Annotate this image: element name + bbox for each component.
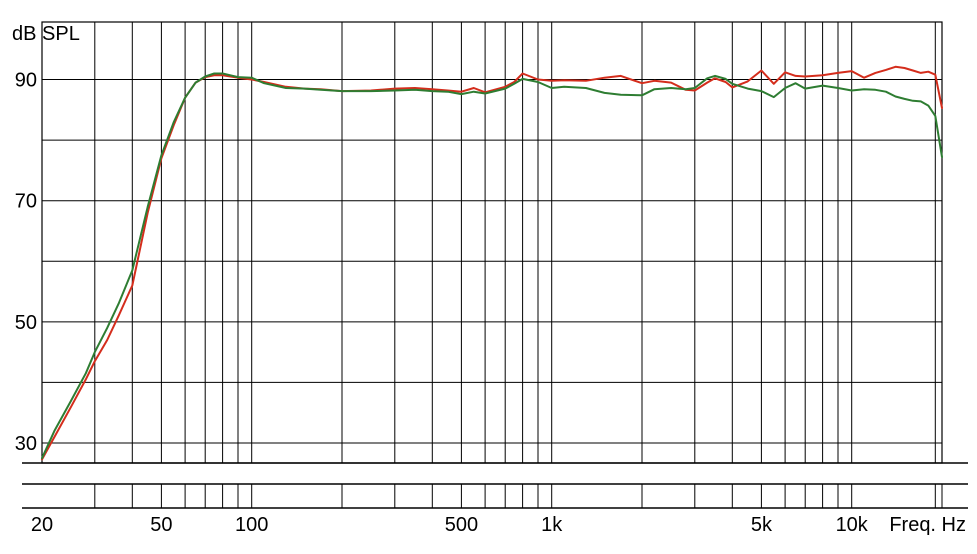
- frequency-scale-strip: [22, 462, 968, 509]
- horizontal-gridlines: [42, 79, 942, 444]
- y-axis-label: dB SPL: [12, 23, 80, 45]
- y-tick-label-90: 90: [15, 70, 37, 92]
- x-tick-label-100: 100: [235, 514, 268, 536]
- x-tick-label-20: 20: [31, 514, 53, 536]
- x-tick-label-500: 500: [445, 514, 478, 536]
- y-tick-labels: 30 50 70 90: [15, 70, 37, 456]
- y-tick-label-50: 50: [15, 312, 37, 334]
- series-line-1: [41, 65, 943, 461]
- x-tick-label-1k: 1k: [541, 514, 563, 536]
- series-line-2: [41, 72, 943, 460]
- x-tick-label-10k: 10k: [836, 514, 869, 536]
- x-tick-label-5k: 5k: [751, 514, 773, 536]
- y-tick-label-70: 70: [15, 191, 37, 213]
- y-tick-label-30: 30: [15, 433, 37, 455]
- x-tick-label-50: 50: [150, 514, 172, 536]
- x-tick-labels: 20 50 100 500 1k 5k 10k: [31, 514, 869, 536]
- series-layer: [41, 65, 943, 461]
- x-axis-label: Freq. Hz: [889, 514, 966, 536]
- vertical-gridlines: [94, 22, 943, 463]
